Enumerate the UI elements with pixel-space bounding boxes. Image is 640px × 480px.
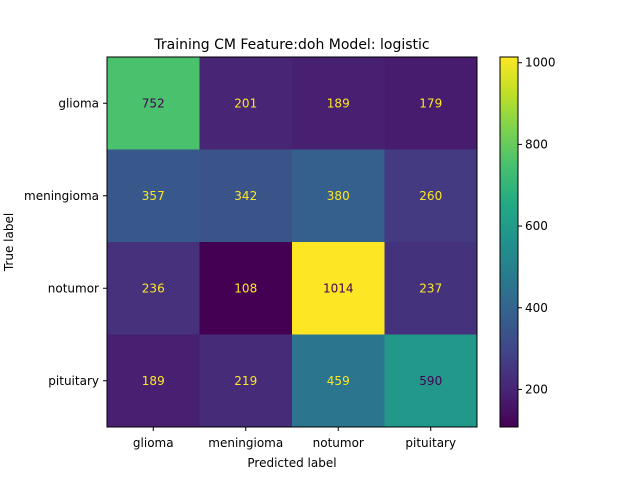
heatmap-cell xyxy=(199,57,293,150)
heatmap-cell xyxy=(199,242,293,335)
heatmap-cell xyxy=(384,57,478,150)
cell-value-label: 236 xyxy=(142,281,165,295)
cell-value-label: 219 xyxy=(234,374,257,388)
cell-value-label: 179 xyxy=(419,96,442,110)
heatmap-cell xyxy=(292,149,385,243)
heatmap-cell xyxy=(384,149,478,243)
cell-value-label: 752 xyxy=(142,96,165,110)
x-axis-ticks: glioma meningioma notumor pituitary xyxy=(133,427,456,450)
heatmap-cell xyxy=(384,334,478,428)
heatmap-cell-labels: 752 201 189 179 357 342 380 260 236 108 1014 237 189… xyxy=(142,96,442,388)
cell-value-label: 1014 xyxy=(323,281,354,295)
heatmap-cell xyxy=(107,149,200,243)
y-axis-ticks: glioma meningioma notumor pituitary xyxy=(24,96,107,388)
cell-value-label: 357 xyxy=(142,189,165,203)
heatmap-cell xyxy=(107,334,200,428)
heatmap-cells xyxy=(107,57,478,428)
colorbar xyxy=(499,56,519,428)
heatmap-cell xyxy=(107,242,200,335)
cell-value-label: 380 xyxy=(327,189,350,203)
colorbar-tick-label: 600 xyxy=(525,219,548,233)
cell-value-label: 189 xyxy=(142,374,165,388)
heatmap-cell xyxy=(292,334,385,428)
heatmap-cell xyxy=(107,57,200,150)
x-axis-label: Predicted label xyxy=(247,456,336,470)
chart-title: Training CM Feature:doh Model: logistic xyxy=(153,37,429,53)
colorbar-tick-label: 200 xyxy=(525,382,548,396)
cell-value-label: 590 xyxy=(419,374,442,388)
y-tick-label: pituitary xyxy=(48,374,99,388)
y-tick-label: notumor xyxy=(48,281,99,295)
colorbar-ticks: 200 400 600 800 1000 xyxy=(518,56,556,396)
cell-value-label: 201 xyxy=(234,96,257,110)
plot-frame xyxy=(106,56,478,428)
y-tick-label: glioma xyxy=(58,96,99,110)
x-tick-label: meningioma xyxy=(208,436,283,450)
cell-value-label: 260 xyxy=(419,189,442,203)
cell-value-label: 342 xyxy=(234,189,257,203)
x-tick-label: glioma xyxy=(133,436,174,450)
heatmap-cell xyxy=(292,57,385,150)
x-tick-label: notumor xyxy=(313,436,364,450)
y-axis-label: True label xyxy=(2,213,16,272)
heatmap-cell xyxy=(384,242,478,335)
cell-value-label: 459 xyxy=(327,374,350,388)
cell-value-label: 108 xyxy=(234,281,257,295)
heatmap-cell xyxy=(292,242,385,335)
colorbar-tick-label: 800 xyxy=(525,137,548,151)
colorbar-tick-label: 400 xyxy=(525,301,548,315)
x-tick-label: pituitary xyxy=(405,436,456,450)
cell-value-label: 189 xyxy=(327,96,350,110)
heatmap-cell xyxy=(199,334,293,428)
cell-value-label: 237 xyxy=(419,281,442,295)
heatmap-cell xyxy=(199,149,293,243)
colorbar-tick-label: 1000 xyxy=(525,56,556,70)
y-tick-label: meningioma xyxy=(24,189,99,203)
